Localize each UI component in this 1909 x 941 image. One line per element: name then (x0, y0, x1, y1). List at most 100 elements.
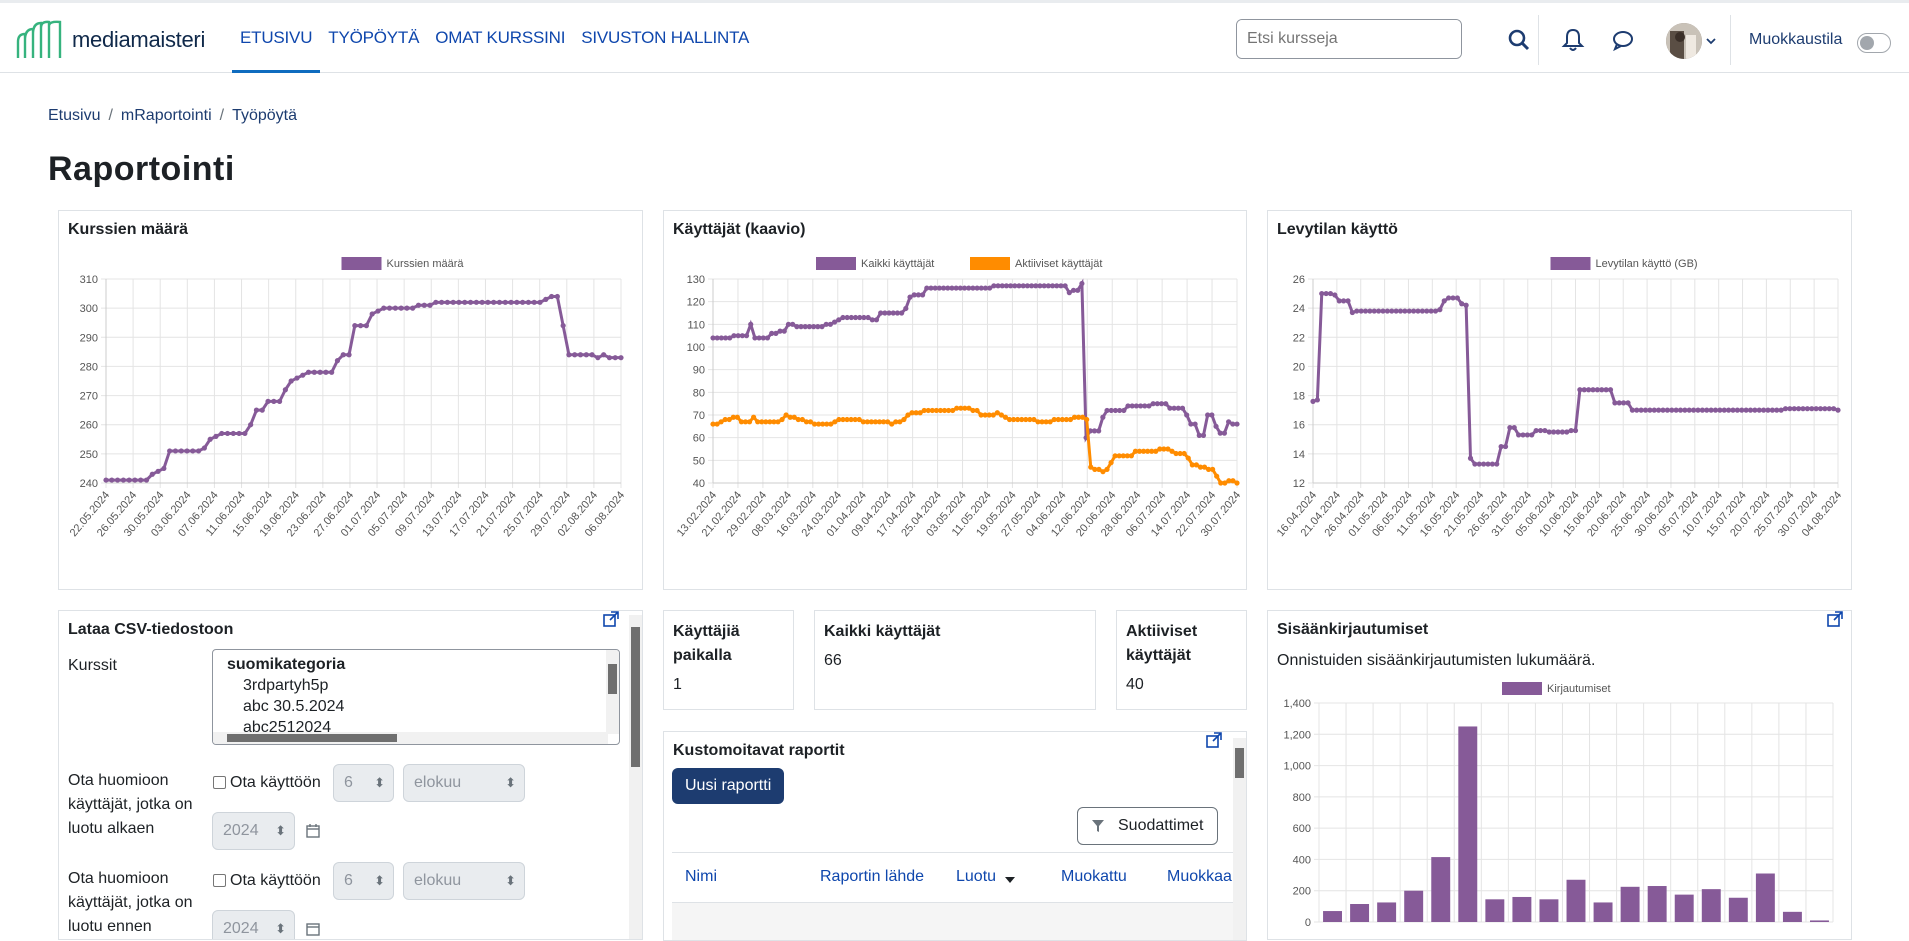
data-point (1568, 427, 1574, 434)
data-point (612, 355, 618, 361)
y-tick-label: 100 (687, 342, 705, 354)
y-tick-label: 18 (1293, 391, 1305, 403)
nav-omat-kurssini[interactable]: OMAT KURSSINI (435, 28, 566, 47)
bar (1485, 899, 1505, 922)
external-link-icon[interactable] (603, 611, 619, 627)
year-select[interactable]: 2024 (212, 812, 295, 850)
edit-mode-toggle[interactable] (1857, 33, 1891, 53)
breadcrumb-link[interactable]: Työpöytä (232, 107, 298, 124)
data-point (1175, 405, 1181, 411)
y-tick-label: 60 (693, 433, 705, 445)
data-point (1669, 407, 1675, 413)
messages-icon[interactable] (1610, 27, 1636, 53)
external-link-icon[interactable] (1827, 611, 1843, 627)
site-logo[interactable]: mediamaisteri (16, 20, 205, 60)
day-select[interactable]: 6 (333, 764, 394, 802)
column-luotu[interactable]: Luotu (956, 868, 997, 885)
data-point (1049, 283, 1056, 289)
data-point (178, 448, 184, 454)
data-point (439, 299, 445, 305)
new-report-button[interactable]: Uusi raportti (672, 768, 785, 804)
data-point (966, 405, 972, 411)
data-point (1397, 308, 1404, 314)
nav-sivuston-hallinta[interactable]: SIVUSTON HALLINTA (581, 28, 750, 47)
card-active-users: Aktiiviset käyttäjät 40 (1116, 610, 1247, 710)
card-title: Levytilan käyttö (1277, 221, 1398, 238)
nav-tyopoyta[interactable]: TYÖPÖYTÄ (328, 28, 420, 47)
column-raportin-lahde[interactable]: Raportin lähde (820, 868, 925, 885)
year-select[interactable]: 2024 (212, 910, 295, 939)
data-point (363, 323, 369, 329)
data-point (1459, 301, 1465, 307)
select-scrollbar[interactable] (606, 650, 619, 734)
column-muokattu[interactable]: Muokattu (1061, 868, 1127, 885)
legend-swatch (816, 257, 856, 270)
data-point (1559, 429, 1565, 435)
card-scrollbar[interactable] (1233, 738, 1246, 940)
data-point (138, 477, 144, 483)
month-select[interactable]: elokuu (403, 764, 525, 802)
data-point (1184, 412, 1190, 418)
card-levytilan-kaytto: Levytilan käyttö 12 14 16 18 20 22 24 26 16.04.2… (1267, 210, 1852, 590)
calendar-icon[interactable] (305, 921, 321, 937)
column-muokkaa[interactable]: Muokkaa (1167, 868, 1232, 885)
search-toggle-icon[interactable] (1506, 27, 1532, 53)
data-point (1192, 421, 1198, 427)
data-point (752, 335, 758, 341)
data-point (1145, 448, 1151, 454)
data-point (427, 302, 433, 308)
data-point (1450, 295, 1456, 301)
enable-created-before-checkbox[interactable] (213, 874, 226, 887)
data-point (1511, 425, 1517, 431)
legend-swatch (970, 257, 1010, 270)
data-point (1747, 407, 1754, 413)
data-point (1695, 407, 1701, 413)
data-point (795, 416, 801, 423)
data-point (346, 352, 352, 358)
data-point (1712, 407, 1719, 413)
data-point (479, 299, 485, 305)
data-point (1809, 406, 1815, 412)
enable-label: Ota käyttöön (230, 872, 321, 889)
data-point (1012, 283, 1018, 289)
card-title: Kaikki käyttäjät (824, 623, 941, 640)
card-title: Kustomoitavat raportit (673, 742, 845, 759)
y-tick-label: 250 (80, 449, 98, 461)
course-option[interactable]: 3rdpartyh5p (243, 677, 329, 694)
data-point (819, 324, 825, 330)
data-point (905, 412, 911, 418)
data-point (1463, 302, 1469, 308)
course-option[interactable]: abc2512024 (243, 719, 332, 736)
kurssit-multiselect[interactable]: suomikategoria 3rdpartyh5p abc 30.5.2024… (212, 649, 620, 745)
data-point (848, 314, 854, 321)
data-point (126, 477, 132, 483)
chevron-down-icon[interactable] (1706, 37, 1716, 45)
data-point (1332, 292, 1338, 298)
external-link-icon[interactable] (1206, 732, 1222, 748)
data-point (1607, 387, 1614, 393)
data-point (323, 369, 329, 375)
month-select[interactable]: elokuu (403, 862, 525, 900)
column-nimi[interactable]: Nimi (685, 868, 717, 885)
data-point (1800, 406, 1806, 412)
enable-created-after-checkbox[interactable] (213, 776, 226, 789)
course-option[interactable]: abc 30.5.2024 (243, 698, 345, 715)
filters-button[interactable]: Suodattimet (1077, 807, 1219, 845)
data-point (1226, 419, 1232, 425)
day-select[interactable]: 6 (333, 862, 394, 900)
calendar-icon[interactable] (305, 823, 321, 839)
bell-icon[interactable] (1560, 27, 1586, 53)
data-point (1116, 453, 1122, 459)
nav-etusivu[interactable]: ETUSIVU (232, 3, 321, 73)
search-input[interactable] (1237, 20, 1461, 58)
data-point (1354, 308, 1360, 314)
select-h-scrollbar[interactable] (213, 732, 608, 744)
user-avatar[interactable] (1666, 23, 1702, 59)
data-point (734, 414, 740, 420)
breadcrumb-link[interactable]: Etusivu (48, 107, 101, 124)
data-point (799, 416, 805, 423)
breadcrumb-link[interactable]: mRaportointi (120, 107, 212, 124)
data-point (1599, 387, 1605, 393)
data-point (1157, 446, 1163, 452)
card-scrollbar[interactable] (629, 615, 642, 939)
